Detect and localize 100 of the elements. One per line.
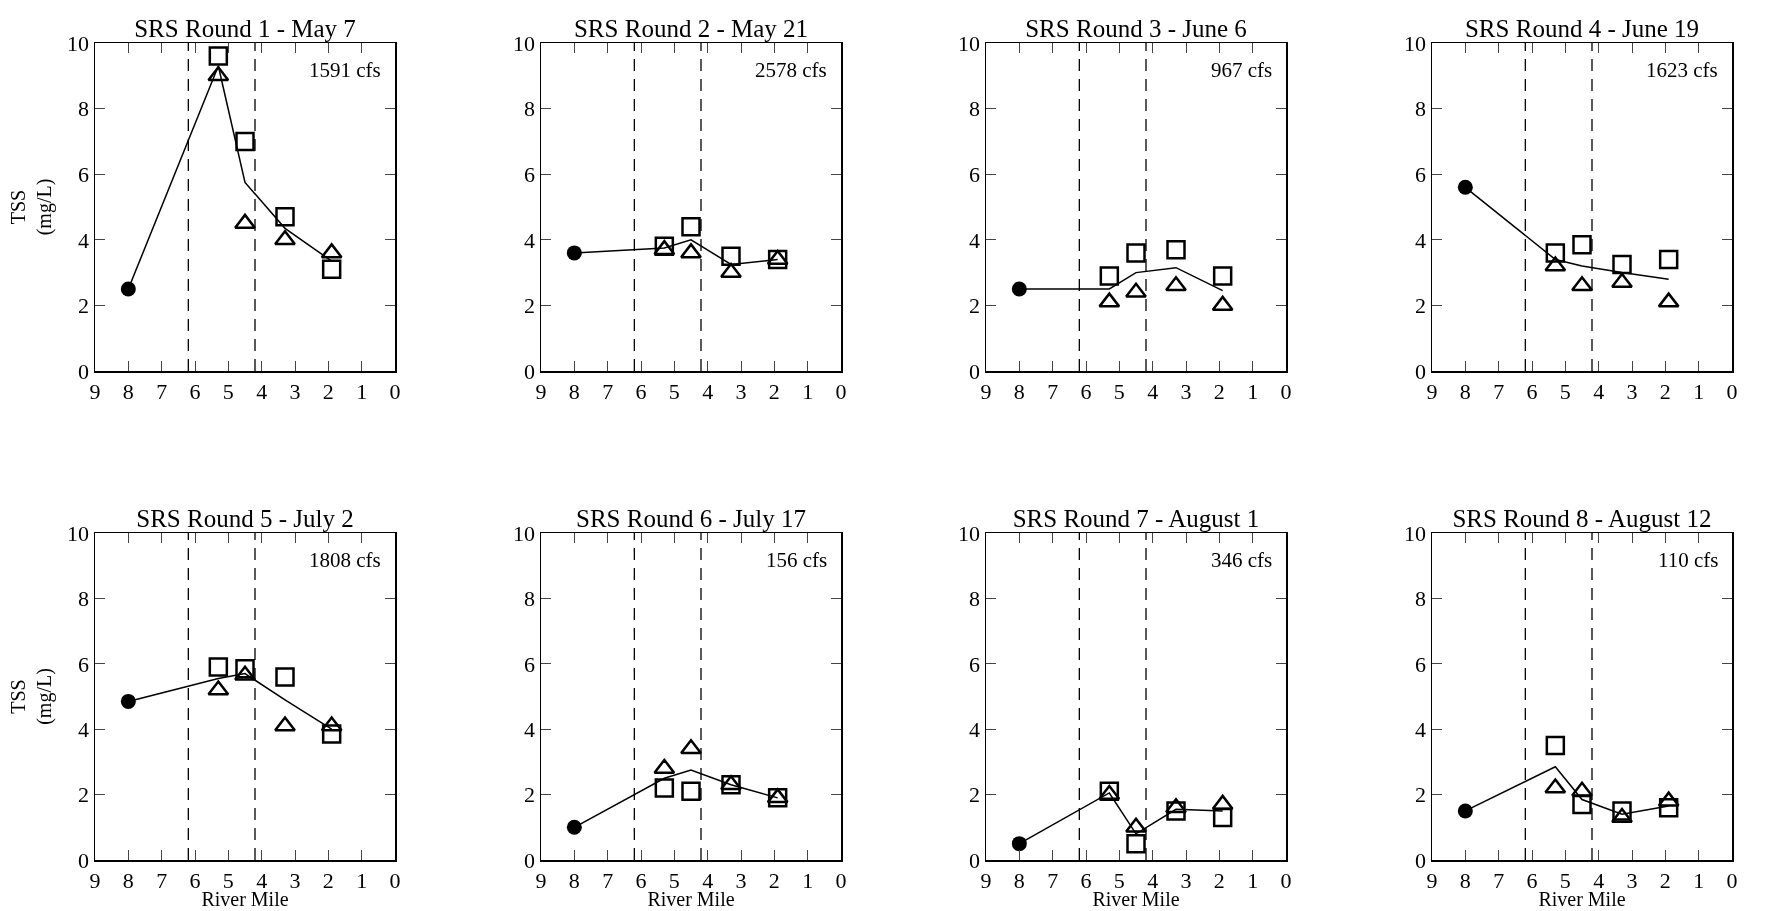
y-tick-label: 4 [1414, 227, 1426, 253]
point [1571, 234, 1592, 255]
x-tick-label: 3 [1180, 378, 1192, 404]
y-tick-label: 10 [512, 30, 535, 56]
x-tick-label: 3 [289, 867, 301, 893]
y-tick-label: 2 [523, 293, 535, 319]
x-tick-label: 3 [735, 867, 746, 893]
x-tick-label: 7 [1047, 378, 1059, 404]
x-tick-label: 2 [768, 378, 780, 404]
x-tick-label: 2 [1659, 867, 1671, 893]
point [235, 131, 255, 152]
y-tick-label: 2 [1414, 782, 1426, 808]
x-tick-label: 1 [1247, 867, 1259, 893]
y-tick-label: 10 [1403, 30, 1426, 56]
annotation: 1623 cfs [1645, 58, 1718, 82]
x-tick-label: 4 [701, 378, 713, 404]
y-tick-label: 2 [1414, 293, 1426, 319]
x-tick-label: 8 [1459, 378, 1471, 404]
y-tick-label: 0 [969, 358, 981, 384]
point [120, 281, 136, 297]
x-tick-label: 9 [980, 378, 992, 404]
point [1611, 801, 1632, 821]
x-tick-label: 7 [601, 378, 613, 404]
y-tick-label: 10 [1403, 520, 1426, 546]
point [208, 657, 229, 677]
y-tick-label: 6 [78, 161, 90, 187]
y-tick-label: 10 [958, 520, 981, 546]
x-tick-label: 6 [1080, 867, 1092, 893]
y-axis-title: TSS (mg/L) [6, 668, 56, 725]
x-tick-label: 5 [1113, 378, 1125, 404]
y-tick-label: 8 [1414, 586, 1426, 612]
x-tick-label: 2 [1213, 867, 1225, 893]
chart-title: SRS Round 3 - June 6 [1025, 15, 1247, 42]
x-tick-label: 6 [635, 378, 646, 404]
annotation: 967 cfs [1211, 58, 1273, 82]
y-tick-label: 4 [78, 227, 90, 253]
x-tick-label: 8 [1013, 378, 1025, 404]
x-tick-label: 8 [1459, 867, 1471, 893]
y-tick-label: 10 [958, 30, 981, 56]
point [1658, 797, 1678, 818]
x-tick-label: 2 [322, 378, 334, 404]
point [1571, 794, 1592, 815]
x-tick-label: 0 [1726, 867, 1737, 893]
y-tick-label: 10 [67, 30, 90, 56]
x-tick-label: 3 [735, 378, 746, 404]
x-tick-label: 0 [1726, 378, 1737, 404]
x-tick-label: 7 [156, 867, 168, 893]
x-tick-label: 9 [980, 867, 992, 893]
x-tick-label: 0 [835, 378, 846, 404]
point [1658, 249, 1678, 270]
point [1570, 275, 1593, 292]
x-tick-label: 9 [89, 378, 101, 404]
y-tick-label: 2 [969, 293, 981, 319]
chart-title: SRS Round 2 - May 21 [573, 15, 808, 42]
chart-title: SRS Round 1 - May 7 [134, 15, 356, 42]
x-tick-label: 2 [322, 867, 334, 893]
x-tick-label: 5 [222, 378, 234, 404]
annotation: 1808 cfs [309, 548, 381, 572]
y-tick-label: 10 [67, 520, 90, 546]
point [1611, 254, 1632, 275]
chart-title: SRS Round 6 - July 17 [575, 505, 806, 532]
annotation: 156 cfs [765, 548, 827, 572]
y-tick-label: 8 [523, 96, 535, 122]
y-axis-title: TSS (mg/L) [6, 178, 56, 236]
y-tick-label: 6 [1414, 161, 1426, 187]
chart-title: SRS Round 8 - August 12 [1451, 505, 1712, 532]
y-tick-label: 8 [1414, 96, 1426, 122]
annotation: 2578 cfs [754, 58, 827, 82]
y-tick-label: 10 [512, 520, 535, 546]
y-tick-label: 0 [969, 847, 981, 873]
x-tick-label: 3 [1180, 867, 1192, 893]
x-tick-label: 9 [535, 378, 546, 404]
point [321, 259, 342, 280]
y-tick-label: 0 [78, 847, 90, 873]
x-tick-label: 7 [1492, 378, 1504, 404]
point [321, 724, 342, 744]
x-tick-label: 2 [1659, 378, 1671, 404]
x-tick-label: 1 [801, 378, 813, 404]
chart-title: SRS Round 5 - July 2 [136, 505, 354, 532]
chart-title: SRS Round 4 - June 19 [1464, 15, 1699, 42]
point [1545, 243, 1565, 263]
y-tick-label: 8 [969, 586, 981, 612]
x-tick-label: 1 [356, 378, 368, 404]
x-tick-label: 6 [1526, 378, 1537, 404]
y-tick-label: 0 [1414, 358, 1426, 384]
x-tick-label: 5 [1559, 378, 1571, 404]
y-tick-label: 6 [523, 651, 535, 677]
annotation: 110 cfs [1657, 548, 1718, 572]
x-tick-label: 7 [156, 378, 168, 404]
y-tick-label: 6 [969, 651, 981, 677]
x-tick-label: 3 [1626, 378, 1637, 404]
y-tick-label: 0 [78, 358, 90, 384]
x-tick-label: 0 [1280, 378, 1292, 404]
point [1457, 179, 1473, 195]
y-tick-label: 0 [523, 847, 535, 873]
x-tick-label: 6 [635, 867, 646, 893]
x-tick-label: 8 [122, 867, 134, 893]
x-tick-label: 1 [1247, 378, 1259, 404]
x-tick-label: 0 [389, 378, 401, 404]
y-tick-label: 6 [78, 651, 90, 677]
